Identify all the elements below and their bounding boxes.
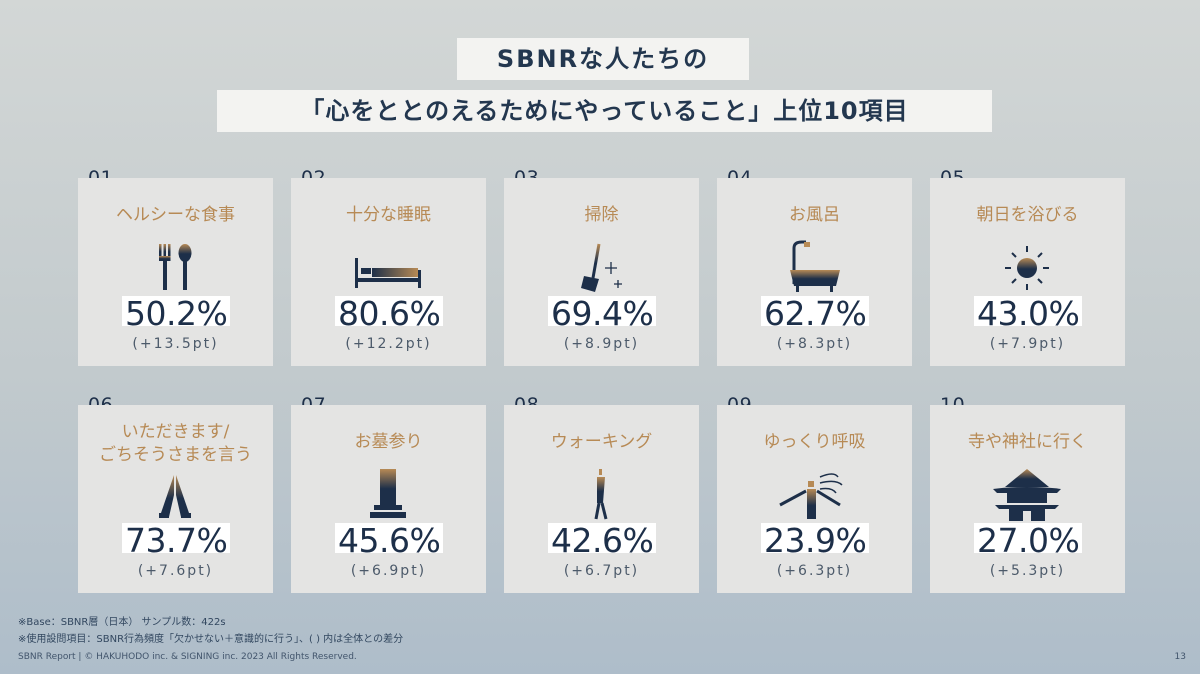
item-label: お風呂 [789,205,840,225]
item-diff: (+6.9pt) [350,563,427,579]
item-percent: 80.6% [335,296,444,332]
breathing-icon [779,473,843,519]
item-card: 朝日を浴びる 43.0% (+7.9pt) [930,178,1125,366]
item-label: 十分な睡眠 [346,205,431,225]
item-label: 寺や神社に行く [968,432,1087,452]
item-diff: (+7.9pt) [989,336,1066,352]
item-diff: (+12.2pt) [345,336,432,352]
item-diff: (+5.3pt) [989,563,1066,579]
item-diff: (+7.6pt) [137,563,214,579]
item-label: ヘルシーな食事 [116,205,235,225]
item-diff: (+6.7pt) [563,563,640,579]
item-percent: 50.2% [122,296,231,332]
footnote-note: ※使用設問項目：SBNR行為頻度「欠かせない＋意識的に行う」、( ) 内は全体と… [18,634,404,645]
item-percent: 45.6% [335,523,444,559]
item-label: お墓参り [354,432,423,452]
item-percent: 27.0% [974,523,1083,559]
copyright-text: SBNR Report | © HAKUHODO inc. & SIGNING … [18,652,357,662]
title-line-2: 「心をととのえるためにやっていること」上位10項目 [217,90,992,132]
item-label: いただきます/ [121,422,230,442]
item-diff: (+8.9pt) [563,336,640,352]
item-card: お風呂 62.7% (+8.3pt) [717,178,912,366]
item-card: ゆっくり呼吸 23.9% (+6.3pt) [717,405,912,593]
walking-icon [594,469,608,520]
item-diff: (+8.3pt) [776,336,853,352]
item-card: 寺や神社に行く 27.0% (+5.3pt) [930,405,1125,593]
item-label: ゆっくり呼吸 [763,432,866,452]
sun-icon [1005,246,1049,290]
item-card: ヘルシーな食事 50.2% (+13.5pt) [78,178,273,366]
broom-sparkle-icon [581,243,622,292]
item-label: 朝日を浴びる [976,205,1079,225]
item-card: ウォーキング 42.6% (+6.7pt) [504,405,699,593]
bed-icon [355,258,421,288]
item-card: お墓参り 45.6% (+6.9pt) [291,405,486,593]
temple-icon [993,469,1061,521]
item-label-line-2: ごちそうさまを言う [99,445,252,465]
bathtub-icon [790,240,840,292]
fork-spoon-icon [159,244,192,290]
item-label: 掃除 [584,205,619,225]
item-card: いただきます/ ごちそうさまを言う 73.7% (+7.6pt) [78,405,273,593]
item-diff: (+13.5pt) [132,336,219,352]
item-percent: 23.9% [761,523,870,559]
gravestone-icon [370,469,406,518]
item-percent: 73.7% [122,523,231,559]
item-card: 十分な睡眠 80.6% (+12.2pt) [291,178,486,366]
footnote-base: ※Base：SBNR層（日本） サンプル数：422s [18,617,226,628]
item-percent: 42.6% [548,523,657,559]
item-percent: 62.7% [761,296,870,332]
page-number: 13 [1174,652,1186,662]
title-line-1: SBNRな人たちの [457,38,749,80]
item-percent: 43.0% [974,296,1083,332]
item-diff: (+6.3pt) [776,563,853,579]
item-card: 掃除 69.4% (+8.9pt) [504,178,699,366]
item-percent: 69.4% [548,296,657,332]
praying-hands-icon [159,475,191,518]
item-label: ウォーキング [550,432,653,452]
